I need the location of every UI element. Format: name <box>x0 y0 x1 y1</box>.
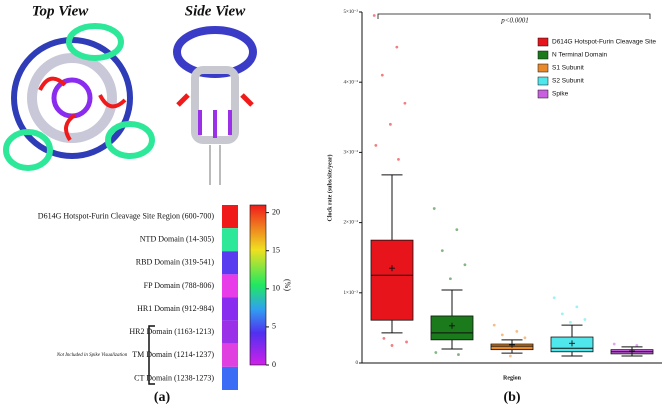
domain-color <box>222 251 238 275</box>
domain-color <box>222 343 238 367</box>
colorbar-tick-label: 20 <box>272 207 280 216</box>
y-tick-label: 4×10⁻² <box>344 79 359 85</box>
domain-color <box>222 205 238 229</box>
domain-color <box>222 274 238 298</box>
outlier <box>380 73 384 77</box>
outlier <box>508 354 512 358</box>
mean-marker <box>509 341 515 348</box>
outlier <box>388 122 392 126</box>
legend-swatch <box>537 76 549 86</box>
outlier <box>434 351 438 354</box>
outlier <box>575 305 579 309</box>
colorbar-tick-label: 10 <box>272 284 280 293</box>
outlier <box>390 344 394 347</box>
outlier <box>515 330 519 333</box>
colorbar-tick-label: 15 <box>272 246 280 255</box>
domain-label: D614G Hotspot-Furin Cleavage Site Region… <box>38 211 215 220</box>
domain-color <box>222 320 238 344</box>
outlier <box>457 353 460 356</box>
view-title: Top View <box>32 3 90 19</box>
y-tick-label: 3×10⁻² <box>344 150 359 156</box>
outlier <box>448 277 452 281</box>
outlier <box>397 158 400 161</box>
box <box>370 239 414 321</box>
outlier <box>374 143 378 147</box>
legend-swatch <box>537 89 549 99</box>
bracket <box>148 325 155 385</box>
outlier <box>635 344 639 347</box>
outlier <box>492 323 496 327</box>
outlier <box>500 333 504 337</box>
y-tick-label: 0 <box>356 361 359 366</box>
domain-label: TM Domain (1214-1237) <box>132 350 214 359</box>
legend-label: Spike <box>552 91 569 98</box>
outlier <box>395 45 399 49</box>
outlier <box>612 342 616 346</box>
mean-marker <box>569 340 575 347</box>
bracket-note: Not Included in Spike Visualization <box>56 353 128 358</box>
legend-swatch <box>537 37 549 47</box>
outlier <box>552 296 556 300</box>
outlier <box>568 320 572 324</box>
legend-label: S2 Subunit <box>552 78 584 85</box>
y-tick-label: 1×10⁻² <box>344 290 359 296</box>
colorbar-tick-label: 0 <box>272 360 276 369</box>
legend-label: S1 Subunit <box>552 65 584 72</box>
domain-label: CT Domain (1238-1273) <box>134 373 214 382</box>
outlier <box>583 318 587 321</box>
colorbar-tick-label: 5 <box>272 322 276 331</box>
y-tick-label: 5×10⁻² <box>344 9 359 15</box>
outlier <box>382 337 386 340</box>
mean-marker <box>449 322 455 329</box>
domain-color <box>222 366 238 390</box>
mean-marker <box>389 265 395 272</box>
outlier <box>403 101 407 105</box>
y-tick-label: 2×10⁻² <box>344 220 359 226</box>
side-view-structure <box>173 26 257 185</box>
legend-swatch <box>537 63 549 73</box>
outlier <box>560 312 564 316</box>
p-value: p<0.0001 <box>500 17 528 25</box>
view-title: Side View <box>185 3 246 19</box>
domain-label: NTD Domain (14-305) <box>140 235 215 244</box>
outlier <box>432 207 436 210</box>
outlier <box>372 14 376 17</box>
domain-color <box>222 228 238 252</box>
mean-marker <box>629 348 635 355</box>
legend-label: D614G Hotspot-Furin Cleavage Site <box>552 39 656 46</box>
domain-label: HR2 Domain (1163-1213) <box>129 327 214 336</box>
significance-bracket <box>377 13 651 19</box>
legend-swatch <box>537 50 549 60</box>
colorbar <box>249 204 267 366</box>
outlier <box>523 336 527 340</box>
x-axis-label: Region <box>503 375 522 381</box>
outlier <box>463 263 467 267</box>
domain-label: HR1 Domain (912-984) <box>137 304 214 313</box>
panel-label: (a) <box>154 390 171 405</box>
outlier <box>455 228 459 232</box>
outlier <box>405 340 408 344</box>
y-axis-label: Clock rate (subs/site/year) <box>326 155 333 222</box>
legend-label: N Terminal Domain <box>552 52 608 59</box>
domain-label: FP Domain (788-806) <box>144 281 215 290</box>
domain-color <box>222 297 238 321</box>
outlier <box>440 249 444 253</box>
panel-label: (b) <box>503 390 520 405</box>
colorbar-label: (%) <box>283 279 292 291</box>
domain-label: RBD Domain (319-541) <box>136 258 215 267</box>
top-view-structure <box>3 23 155 171</box>
